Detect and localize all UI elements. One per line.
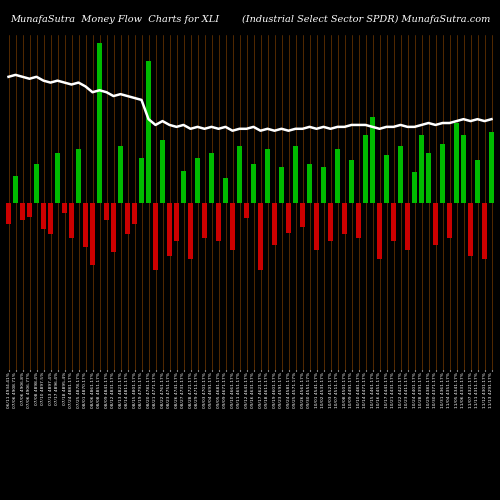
Bar [132,202,137,224]
Text: (Industrial Select Sector SPDR) MunafaSutra.com: (Industrial Select Sector SPDR) MunafaSu… [242,15,490,24]
Bar [139,158,144,202]
Bar [461,135,466,202]
Bar [216,202,221,241]
Bar [482,202,487,259]
Bar [237,146,242,203]
Bar [363,135,368,202]
Bar [405,202,410,250]
Bar [370,118,375,202]
Bar [433,202,438,245]
Bar [69,202,74,238]
Bar [13,176,18,203]
Bar [377,202,382,259]
Bar [286,202,291,232]
Bar [125,202,130,234]
Bar [398,146,403,203]
Bar [209,153,214,202]
Bar [384,154,389,202]
Bar [391,202,396,241]
Bar [475,160,480,202]
Bar [251,164,256,202]
Bar [223,178,228,203]
Bar [111,202,116,252]
Bar [202,202,207,238]
Bar [230,202,235,250]
Bar [181,170,186,202]
Bar [167,202,172,256]
Bar [265,150,270,203]
Bar [97,43,102,203]
Bar [83,202,88,247]
Bar [342,202,347,234]
Bar [27,202,32,216]
Bar [195,158,200,202]
Bar [90,202,95,264]
Bar [188,202,193,259]
Bar [174,202,179,241]
Bar [160,140,165,202]
Bar [34,164,39,202]
Bar [279,167,284,202]
Bar [153,202,158,270]
Bar [412,172,417,203]
Bar [314,202,319,250]
Bar [419,135,424,202]
Bar [55,153,60,202]
Bar [454,122,459,202]
Bar [146,60,151,203]
Bar [293,146,298,203]
Bar [321,167,326,202]
Bar [335,150,340,203]
Bar [349,160,354,202]
Bar [118,146,123,203]
Bar [244,202,249,218]
Bar [258,202,263,270]
Bar [489,132,494,202]
Bar [468,202,473,256]
Bar [41,202,46,229]
Bar [307,164,312,202]
Text: MunafaSutra  Money Flow  Charts for XLI: MunafaSutra Money Flow Charts for XLI [10,15,219,24]
Bar [6,202,11,224]
Bar [300,202,305,228]
Bar [76,150,81,203]
Bar [356,202,361,238]
Bar [328,202,333,241]
Bar [20,202,25,220]
Bar [48,202,53,234]
Bar [104,202,109,220]
Bar [426,153,431,202]
Bar [272,202,277,245]
Bar [440,144,445,203]
Bar [447,202,452,238]
Bar [62,202,67,213]
